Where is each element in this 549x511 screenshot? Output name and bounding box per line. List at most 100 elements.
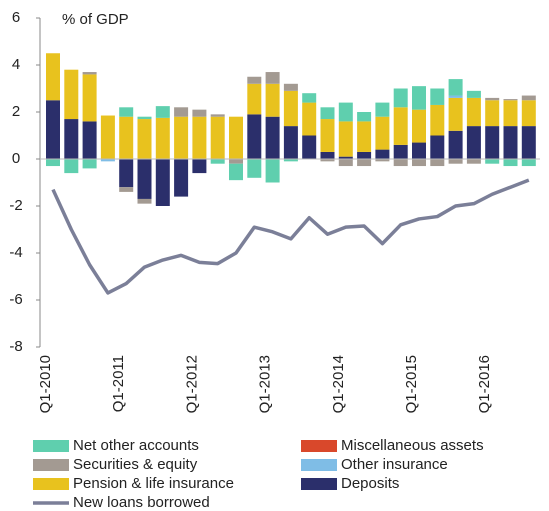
bar-segment <box>448 79 463 96</box>
bar-segment <box>320 159 335 162</box>
bar-segment <box>192 116 207 159</box>
bar-segment <box>503 159 518 167</box>
bar-segment <box>485 97 500 101</box>
bar-segment <box>100 115 115 159</box>
y-tick-label: -2 <box>9 197 22 214</box>
bar-segment <box>375 116 390 150</box>
bar-segment <box>448 130 463 159</box>
bar-segment <box>265 116 280 159</box>
bar-segment <box>210 116 225 159</box>
legend-swatch <box>33 440 69 452</box>
bar-segment <box>283 83 298 91</box>
legend-swatch <box>33 459 69 471</box>
bar-segment <box>320 119 335 152</box>
legend-swatch <box>301 459 337 471</box>
bar-segment <box>302 93 317 103</box>
bar-segment <box>229 159 243 164</box>
bar-segment <box>338 159 353 167</box>
x-tick-label: Q1-2013 <box>257 355 274 413</box>
legend-label: Net other accounts <box>73 437 199 454</box>
bar-segment <box>393 107 408 145</box>
bar-segment <box>229 163 243 181</box>
bar-segment <box>466 97 481 127</box>
bar-segment <box>265 159 280 183</box>
bar-segment <box>210 114 225 117</box>
y-tick-label: -8 <box>9 338 22 355</box>
bar-segment <box>155 159 170 206</box>
bar-segment <box>46 53 60 101</box>
bar-segment <box>247 114 262 159</box>
bar-segment <box>82 159 97 169</box>
bar-segment <box>320 107 335 120</box>
bar-segment <box>82 74 97 122</box>
bar-segment <box>302 102 317 136</box>
bar-segment <box>82 72 97 75</box>
legend-label: New loans borrowed <box>73 494 210 511</box>
bar-segment <box>357 112 372 122</box>
bar-segment <box>466 159 481 164</box>
bar-segment <box>521 159 536 167</box>
legend-label: Deposits <box>341 475 399 492</box>
bar-segment <box>64 159 79 174</box>
bar-segment <box>521 100 536 127</box>
bar-segment <box>46 100 60 159</box>
bar-segment <box>375 159 390 162</box>
bar-segment <box>466 126 481 159</box>
bar-segment <box>430 135 445 159</box>
bar-segment <box>448 95 463 98</box>
bar-segment <box>521 95 536 101</box>
x-tick-label: Q1-2011 <box>110 355 127 412</box>
legend-swatch <box>301 440 337 452</box>
bar-segment <box>119 107 134 117</box>
bar-segment <box>192 109 207 117</box>
bar-segment <box>137 119 152 159</box>
bar-segment <box>521 126 536 159</box>
bar-segment <box>357 121 372 152</box>
bar-segment <box>375 149 390 159</box>
bar-segment <box>174 116 189 159</box>
bar-segment <box>247 83 262 115</box>
bar-segment <box>137 159 152 199</box>
y-tick-label: -6 <box>9 291 22 308</box>
bar-segment <box>430 104 445 136</box>
bar-segment <box>64 119 79 159</box>
bar-segment <box>137 198 152 204</box>
bar-segment <box>338 121 353 157</box>
bar-segment <box>265 72 280 84</box>
bar-segment <box>357 151 372 159</box>
bar-segment <box>119 159 134 188</box>
legend-label: Other insurance <box>341 456 448 473</box>
bar-segment <box>466 90 481 98</box>
bar-segment <box>46 159 60 167</box>
bar-segment <box>338 102 353 122</box>
x-tick-label: Q1-2012 <box>183 355 200 413</box>
bar-segment <box>412 159 426 167</box>
y-tick-label: 0 <box>12 150 20 167</box>
legend-label: Pension & life insurance <box>73 475 234 492</box>
bar-segment <box>448 97 463 131</box>
bar-segment <box>155 106 170 118</box>
bar-segment <box>265 83 280 117</box>
bar-segment <box>485 100 500 127</box>
bar-segment <box>412 86 426 110</box>
y-tick-label: 2 <box>12 103 20 120</box>
bar-segment <box>393 88 408 108</box>
bar-segment <box>283 90 298 127</box>
bar-segment <box>283 126 298 159</box>
bar-segment <box>302 135 317 159</box>
bar-segment <box>247 159 262 178</box>
bar-segment <box>82 121 97 159</box>
y-tick-label: 4 <box>12 56 20 73</box>
bar-segment <box>393 159 408 167</box>
legend-label: Securities & equity <box>73 456 198 473</box>
bar-segment <box>485 159 500 164</box>
bar-segment <box>503 99 518 101</box>
bar-segment <box>210 159 225 164</box>
bar-segment <box>375 102 390 117</box>
x-tick-label: Q1-2015 <box>403 355 420 413</box>
x-tick-label: Q1-2010 <box>37 355 54 413</box>
bar-segment <box>430 88 445 105</box>
bar-segment <box>430 159 445 167</box>
bar-segment <box>283 159 298 162</box>
